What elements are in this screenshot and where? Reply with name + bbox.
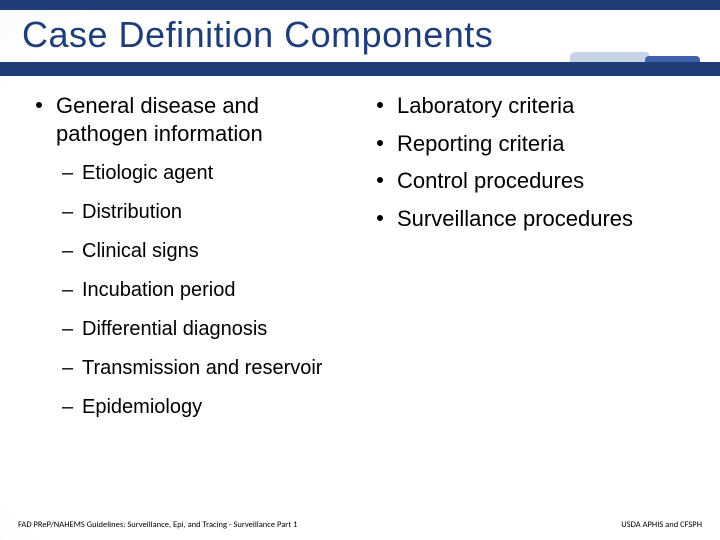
right-bullet-list: Laboratory criteria Reporting criteria C… — [375, 92, 696, 232]
sub-list-item-text: Clinical signs — [82, 240, 199, 262]
sub-list-item: Transmission and reservoir — [62, 356, 355, 381]
right-column: Laboratory criteria Reporting criteria C… — [375, 92, 696, 500]
content-area: General disease and pathogen information… — [34, 92, 696, 500]
sub-list-item-text: Distribution — [82, 201, 182, 223]
list-item-text: Reporting criteria — [397, 131, 565, 156]
list-item: General disease and pathogen information… — [34, 92, 355, 420]
left-bullet-list: General disease and pathogen information… — [34, 92, 355, 420]
sub-list-item: Etiologic agent — [62, 161, 355, 186]
sub-list-item-text: Transmission and reservoir — [82, 357, 322, 379]
sub-list-item: Differential diagnosis — [62, 317, 355, 342]
footer-right-text: USDA APHIS and CFSPH — [621, 520, 702, 530]
sub-list-item-text: Epidemiology — [82, 396, 202, 418]
title-underline-bar — [0, 62, 720, 76]
list-item: Surveillance procedures — [375, 205, 696, 233]
top-accent-strip — [0, 0, 720, 10]
title-container: Case Definition Components — [22, 14, 698, 56]
list-item-text: Laboratory criteria — [397, 93, 574, 118]
sub-list-item-text: Incubation period — [82, 279, 235, 301]
sub-list-item: Distribution — [62, 200, 355, 225]
slide-title: Case Definition Components — [22, 14, 698, 56]
left-column: General disease and pathogen information… — [34, 92, 355, 500]
list-item: Laboratory criteria — [375, 92, 696, 120]
list-item-text: General disease and pathogen information — [56, 93, 263, 146]
slide: Case Definition Components General disea… — [0, 0, 720, 540]
sub-list-item: Epidemiology — [62, 395, 355, 420]
sub-list-item-text: Etiologic agent — [82, 162, 213, 184]
sub-list-item: Clinical signs — [62, 239, 355, 264]
footer-left-text: FAD PReP/NAHEMS Guidelines: Surveillance… — [18, 520, 297, 530]
list-item: Reporting criteria — [375, 130, 696, 158]
list-item-text: Control procedures — [397, 168, 584, 193]
sub-bullet-list: Etiologic agent Distribution Clinical si… — [56, 161, 355, 420]
sub-list-item: Incubation period — [62, 278, 355, 303]
list-item: Control procedures — [375, 167, 696, 195]
list-item-text: Surveillance procedures — [397, 206, 633, 231]
sub-list-item-text: Differential diagnosis — [82, 318, 267, 340]
